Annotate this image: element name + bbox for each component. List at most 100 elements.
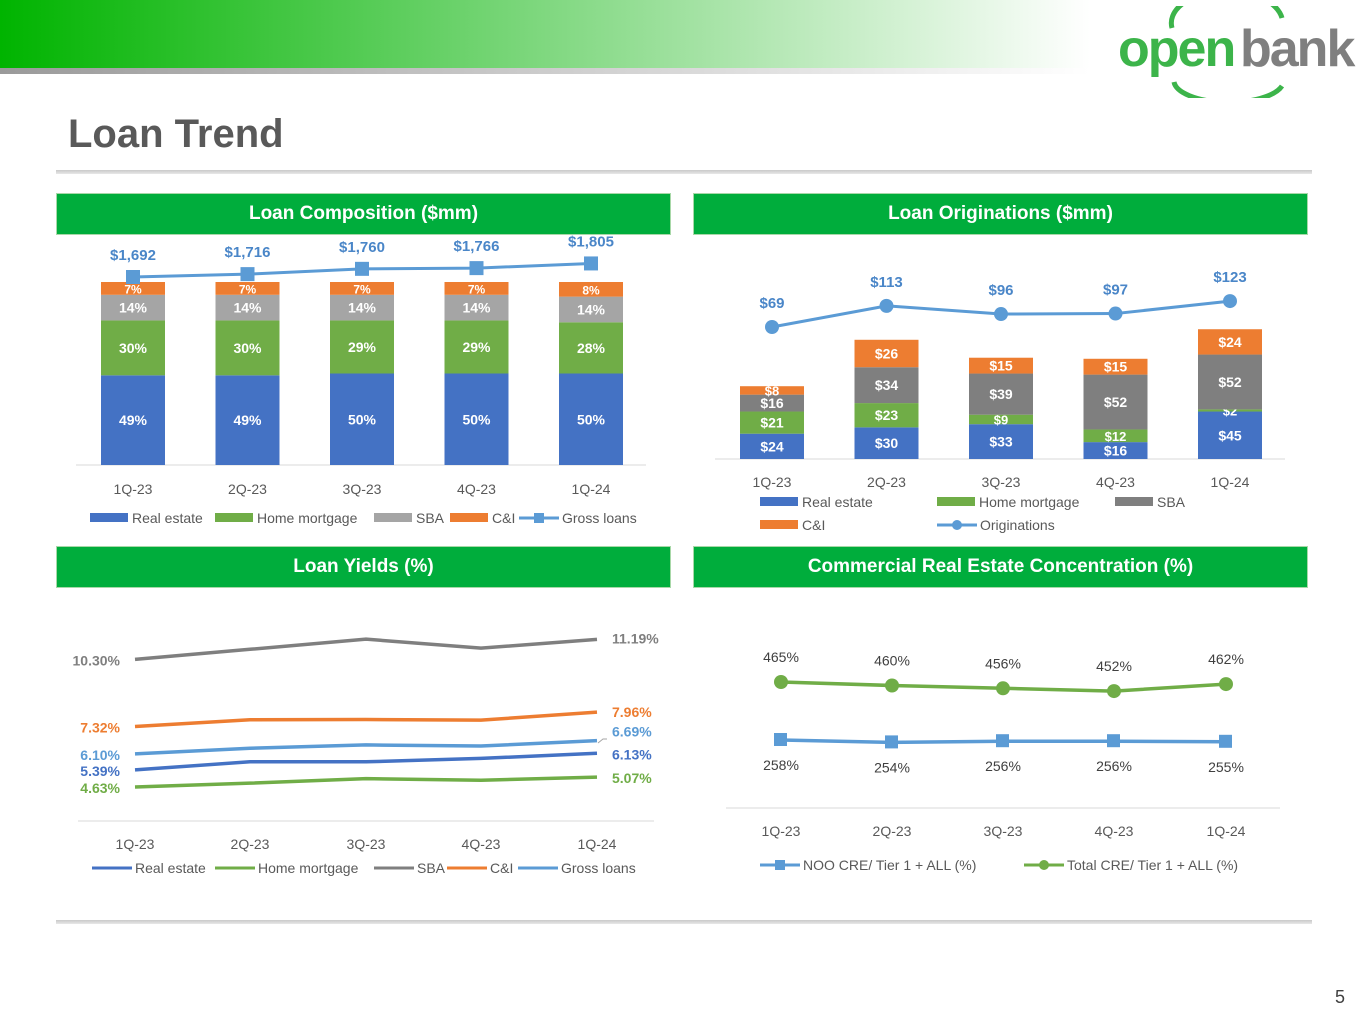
noo-cre-marker-2q-23 [885, 735, 898, 749]
legend-home-mortgage-label: Home mortgage [257, 510, 358, 526]
x-tick-3q-23: 3Q-23 [347, 836, 386, 852]
bar-sba-4q-23 [444, 294, 509, 321]
bar-sba-3q-23 [330, 294, 394, 321]
total-cre-marker-1q-24 [1219, 677, 1233, 692]
footer-divider [56, 920, 1312, 924]
legend-ci-label: C&I [802, 517, 825, 533]
yield-end-label-c-i: 7.96% [612, 704, 652, 720]
bar-label-c-i-4q-23: 7% [468, 282, 486, 296]
bar-c-i-4q-23 [1083, 358, 1148, 375]
total-cre-marker-4q-23 [1107, 684, 1121, 699]
bar-sba-2q-23 [215, 294, 280, 321]
legend-sba-swatch [374, 513, 412, 522]
yield-start-label-sba: 10.30% [73, 652, 121, 668]
yield-start-label-home-mortgage: 4.63% [80, 780, 120, 796]
originations-panel-title: Loan Originations ($mm) [694, 194, 1307, 234]
originations-label-2q-23: $113 [870, 274, 903, 291]
bar-c-i-1q-23 [740, 386, 804, 395]
bar-label-real-estate-3q-23: 50% [348, 411, 377, 427]
gross-loans-marker-3q-23 [355, 261, 369, 276]
bar-label-c-i-2q-23: 7% [239, 282, 257, 296]
bar-label-sba-4q-23: 14% [462, 300, 491, 316]
bar-home-mortgage-1q-24 [1198, 409, 1262, 412]
legend-real-estate-label: Real estate [802, 494, 873, 510]
bar-real-estate-1q-24 [1198, 411, 1262, 459]
x-tick-3q-23: 3Q-23 [982, 474, 1021, 490]
yield-line-home-mortgage [134, 775, 598, 789]
loan-originations-chart: $24$21$16$81Q-23$30$23$34$262Q-23$33$9$3… [715, 269, 1285, 533]
noo-cre-label-1q-24: 255% [1208, 759, 1244, 775]
bar-label-c-i-3q-23: $15 [989, 358, 1013, 374]
bar-label-real-estate-3q-23: $33 [989, 434, 1013, 450]
noo-cre-label-1q-23: 258% [763, 757, 799, 773]
x-tick-3q-23: 3Q-23 [984, 823, 1023, 839]
bar-label-real-estate-2q-23: $30 [875, 435, 899, 451]
x-tick-1q-24: 1Q-24 [572, 481, 611, 497]
page-title: Loan Trend [68, 112, 284, 156]
x-tick-2q-23: 2Q-23 [873, 823, 912, 839]
header-bar-shadow [0, 68, 1090, 74]
bar-sba-2q-23 [854, 367, 919, 404]
bar-home-mortgage-3q-23 [330, 320, 394, 374]
legend-total-cre-marker [1039, 860, 1049, 870]
bar-label-real-estate-4q-23: $16 [1104, 443, 1128, 459]
total-cre-marker-1q-23 [774, 675, 788, 689]
bar-real-estate-1q-23 [740, 433, 804, 459]
yield-line-real-estate [134, 751, 598, 772]
bar-label-c-i-2q-23: $26 [875, 346, 899, 362]
yield-end-label-real-estate: 6.13% [612, 746, 652, 762]
bar-label-real-estate-2q-23: 49% [233, 412, 262, 428]
x-tick-1q-24: 1Q-24 [1207, 823, 1246, 839]
bar-c-i-1q-23 [101, 282, 165, 295]
legend-ci-label: C&I [492, 510, 515, 526]
svg-text:bank: bank [1240, 20, 1355, 78]
bar-label-sba-3q-23: 14% [348, 300, 377, 316]
composition-panel-title: Loan Composition ($mm) [57, 194, 670, 234]
originations-marker-1q-23 [765, 320, 779, 334]
legend-originations-label: Originations [980, 517, 1055, 533]
bar-sba-4q-23 [1083, 374, 1148, 430]
legend-real-estate-swatch [90, 513, 128, 522]
noo-cre-label-3q-23: 256% [985, 758, 1021, 774]
svg-text:open: open [1118, 20, 1234, 78]
yield-end-label-sba: 11.19% [612, 630, 659, 646]
originations-marker-1q-24 [1223, 294, 1237, 309]
bar-home-mortgage-4q-23 [1083, 429, 1148, 443]
bar-label-home-mortgage-1q-24: 28% [577, 340, 606, 356]
bar-label-c-i-1q-24: 8% [582, 283, 600, 297]
bar-label-home-mortgage-1q-23: 30% [119, 340, 148, 356]
loan-yields-chart: 10.30% 11.19% 7.32% 7.96% 6.10% 6.69% 5.39% 6.1… [73, 630, 660, 876]
legend-ci-swatch [760, 520, 798, 529]
bar-label-home-mortgage-4q-23: $12 [1105, 429, 1127, 444]
bar-label-sba-3q-23: $39 [989, 386, 1013, 402]
legend-ci-swatch [450, 513, 488, 522]
gross-loans-marker-2q-23 [240, 267, 255, 282]
total-cre-label-4q-23: 452% [1096, 658, 1132, 674]
bar-home-mortgage-1q-24 [559, 322, 623, 374]
openbank-logo: open bank [1118, 6, 1357, 98]
bar-home-mortgage-2q-23 [854, 403, 919, 428]
yield-end-label-gross-loans: 6.69% [612, 724, 652, 740]
title-divider [56, 170, 1312, 174]
bar-label-c-i-1q-23: $8 [765, 383, 779, 398]
yield-start-label-c-i: 7.32% [80, 719, 120, 735]
noo-cre-marker-1q-24 [1219, 734, 1232, 748]
bar-home-mortgage-1q-23 [740, 411, 804, 434]
originations-marker-3q-23 [994, 307, 1008, 322]
gross-loans-label-4q-23: $1,766 [454, 238, 500, 255]
legend-gross-loans-label: Gross loans [561, 860, 636, 876]
legend-real-estate-label: Real estate [132, 510, 203, 526]
gross-loans-label-1q-23: $1,692 [110, 247, 156, 264]
bar-real-estate-3q-23 [330, 373, 394, 465]
legend-real-estate-label: Real estate [135, 860, 206, 876]
bar-home-mortgage-3q-23 [969, 414, 1033, 425]
total-cre-label-1q-24: 462% [1208, 651, 1244, 667]
legend-real-estate-swatch [760, 497, 798, 506]
gross-loans-label-2q-23: $1,716 [225, 244, 271, 261]
legend-originations-marker [952, 520, 962, 530]
bar-label-sba-1q-24: $52 [1218, 374, 1242, 390]
legend-home-mortgage-swatch [937, 497, 975, 506]
legend-home-mortgage-swatch [215, 513, 253, 522]
loan-composition-chart: 49% 30% 14% 7% 1Q-23 49% 30% 14% 7% 2Q-23 50% 29% 14… [76, 233, 646, 526]
bar-label-home-mortgage-4q-23: 29% [462, 339, 491, 355]
